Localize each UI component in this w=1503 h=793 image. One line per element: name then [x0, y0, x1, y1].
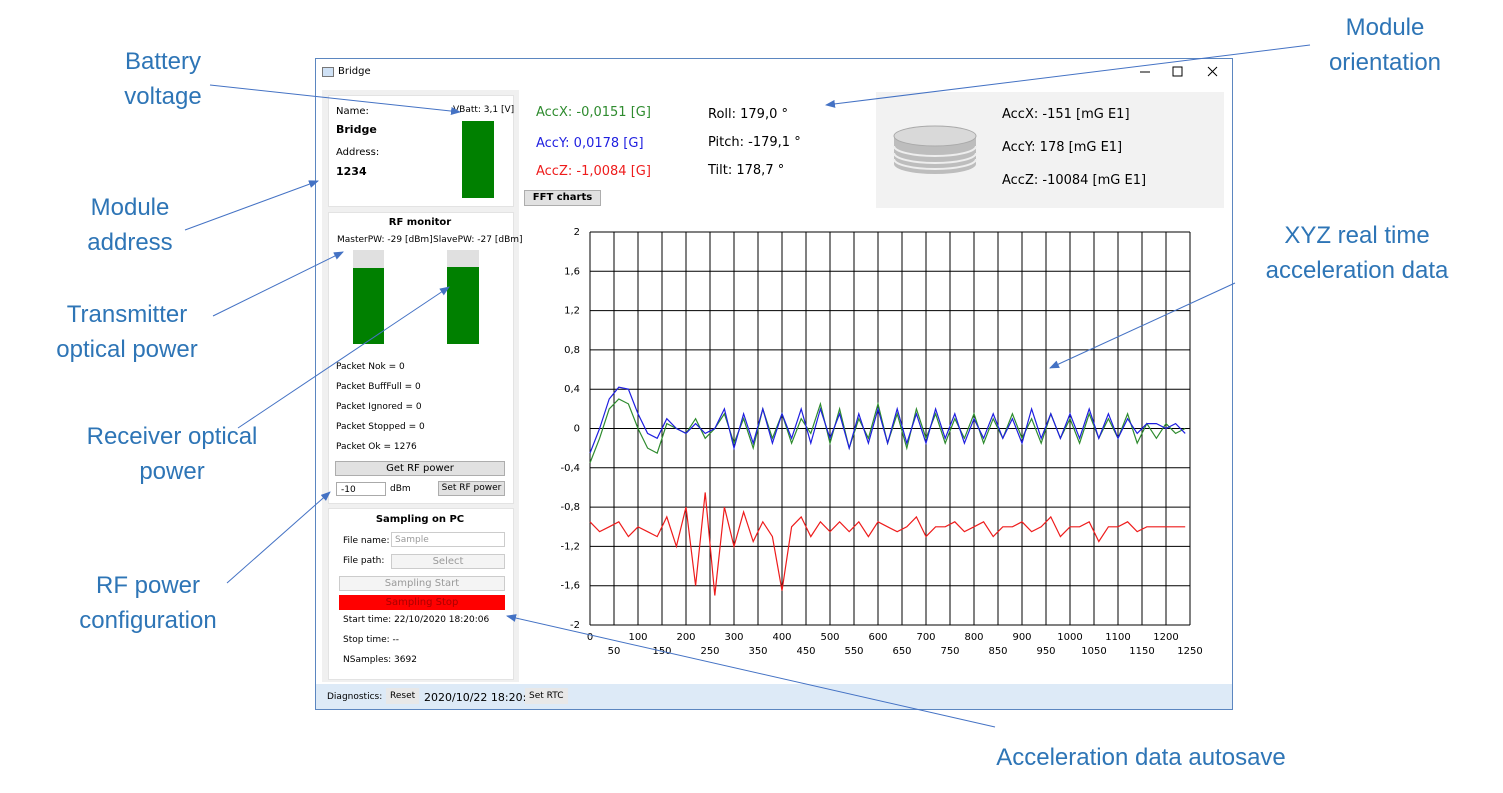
sampling-stop-button[interactable]: Sampling Stop — [339, 595, 505, 610]
raw-acc-y: AccY: 178 [mG E1] — [1002, 140, 1123, 155]
x-tick-label: 550 — [844, 646, 863, 657]
x-tick-label: 500 — [820, 632, 839, 643]
file-path-label: File path: — [343, 556, 385, 566]
x-tick-label: 900 — [1012, 632, 1031, 643]
x-tick-label: 1150 — [1129, 646, 1154, 657]
x-tick-label: 200 — [676, 632, 695, 643]
x-tick-label: 1250 — [1177, 646, 1202, 657]
roll: Roll: 179,0 ° — [708, 107, 788, 122]
x-tick-label: 300 — [724, 632, 743, 643]
annotation: RF power configuration — [79, 572, 217, 634]
annotation: Module address — [87, 194, 173, 256]
y-tick-label: 1,6 — [564, 266, 580, 277]
fft-button[interactable]: FFT charts — [524, 190, 601, 206]
acc-y: AccY: 0,0178 [G] — [536, 136, 644, 151]
raw-acc-x: AccX: -151 [mG E1] — [1002, 107, 1130, 122]
vbatt-label: VBatt: 3,1 [V] — [453, 105, 515, 115]
annotation: Battery voltage — [124, 48, 202, 110]
x-tick-label: 1100 — [1105, 632, 1130, 643]
y-tick-label: 0,8 — [564, 345, 580, 356]
x-tick-label: 250 — [700, 646, 719, 657]
x-tick-label: 700 — [916, 632, 935, 643]
x-tick-label: 950 — [1036, 646, 1055, 657]
x-tick-label: 1000 — [1057, 632, 1082, 643]
select-button[interactable]: Select — [391, 554, 505, 569]
vbatt-bar — [462, 121, 494, 198]
x-tick-label: 800 — [964, 632, 983, 643]
power-unit: dBm — [390, 484, 411, 494]
y-tick-label: 1,2 — [564, 306, 580, 317]
y-tick-label: -1,6 — [560, 581, 580, 592]
master-power: MasterPW: -29 [dBm] — [337, 235, 433, 245]
x-tick-label: 650 — [892, 646, 911, 657]
x-tick-label: 0 — [587, 632, 593, 643]
y-tick-label: 0 — [574, 424, 580, 435]
annotation: Receiver optical power — [86, 423, 258, 485]
pitch: Pitch: -179,1 ° — [708, 135, 801, 150]
tilt: Tilt: 178,7 ° — [708, 163, 785, 178]
nsamples: NSamples: 3692 — [343, 655, 417, 665]
sampling-start-button[interactable]: Sampling Start — [339, 576, 505, 591]
sampling-box — [328, 508, 514, 680]
stop-time: Stop time: -- — [343, 635, 400, 645]
rf-title: RF monitor — [388, 217, 452, 228]
raw-acc-z: AccZ: -10084 [mG E1] — [1002, 173, 1147, 188]
x-tick-label: 350 — [748, 646, 767, 657]
y-tick-label: -2 — [570, 620, 580, 631]
reset-button[interactable]: Reset — [386, 688, 420, 704]
set-rf-button[interactable]: Set RF power — [438, 481, 505, 496]
device-name: Bridge — [336, 123, 377, 136]
y-tick-label: -0,4 — [560, 463, 580, 474]
x-tick-label: 100 — [628, 632, 647, 643]
annotation: Module orientation — [1328, 14, 1442, 76]
sampling-title: Sampling on PC — [375, 514, 465, 525]
acc-x: AccX: -0,0151 [G] — [536, 105, 651, 120]
y-tick-label: -0,8 — [560, 502, 580, 513]
file-name-label: File name: — [343, 536, 390, 546]
x-tick-label: 400 — [772, 632, 791, 643]
y-tick-label: -1,2 — [560, 541, 580, 552]
module-3d — [893, 125, 977, 174]
slave-bar — [447, 267, 479, 344]
app-icon — [322, 67, 334, 77]
diagnostics-label: Diagnostics: — [327, 692, 383, 702]
acc-z: AccZ: -1,0084 [G] — [536, 164, 651, 179]
file-name-input[interactable]: Sample — [391, 532, 505, 547]
x-tick-label: 450 — [796, 646, 815, 657]
get-rf-button[interactable]: Get RF power — [335, 461, 505, 476]
power-select[interactable]: -10 — [336, 482, 386, 496]
x-tick-label: 750 — [940, 646, 959, 657]
y-tick-label: 0,4 — [564, 384, 580, 395]
x-tick-label: 850 — [988, 646, 1007, 657]
device-address: 1234 — [336, 165, 367, 178]
window-title: Bridge — [338, 66, 371, 77]
x-tick-label: 1050 — [1081, 646, 1106, 657]
x-tick-label: 50 — [608, 646, 621, 657]
series-line — [589, 386, 1186, 454]
x-tick-label: 150 — [652, 646, 671, 657]
x-tick-label: 600 — [868, 632, 887, 643]
annotation: XYZ real time acceleration data — [1265, 222, 1449, 284]
address-label: Address: — [336, 147, 380, 158]
start-time: Start time: 22/10/2020 18:20:06 — [343, 615, 490, 625]
series-line — [589, 492, 1186, 596]
annotation: Acceleration data autosave — [996, 744, 1286, 771]
packet-stat: Packet Ok = 1276 — [336, 442, 417, 452]
y-tick-label: 2 — [574, 227, 580, 238]
x-tick-label: 1200 — [1153, 632, 1178, 643]
slave-power: SlavePW: -27 [dBm] — [433, 235, 523, 245]
annotation: Transmitter optical power — [56, 301, 198, 363]
